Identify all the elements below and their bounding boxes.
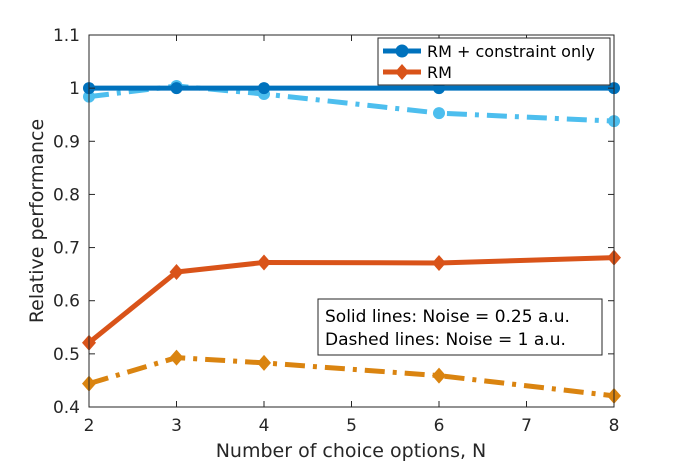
y-tick-label: 0.8 xyxy=(53,185,80,205)
data-point-1 xyxy=(169,264,184,281)
series-line-2 xyxy=(88,83,615,124)
y-tick-label: 0.9 xyxy=(53,132,80,152)
legend-label-rm-constraint: RM + constraint only xyxy=(427,42,595,61)
annotation-box: Solid lines: Noise = 0.25 a.u. Dashed li… xyxy=(317,298,603,356)
data-point-1 xyxy=(257,254,271,271)
y-tick-label: 0.5 xyxy=(53,345,80,365)
x-tick-label: 7 xyxy=(521,416,532,436)
data-point-1 xyxy=(432,254,446,271)
data-point-3 xyxy=(432,367,446,384)
y-tick-label: 1.1 xyxy=(53,26,80,46)
legend: RM + constraint only RM xyxy=(377,37,611,86)
data-point-0 xyxy=(170,82,183,95)
y-tick-label: 0.4 xyxy=(53,398,80,418)
legend-marker-rm-constraint xyxy=(395,44,409,58)
y-tick-label: 0.7 xyxy=(53,239,80,259)
y-tick-label: 1 xyxy=(69,79,80,99)
y-axis-label: Relative performance xyxy=(26,119,48,323)
annotation-frame xyxy=(317,298,603,356)
axes-layer: 2 3 4 5 6 7 8 0.4 0.5 0.6 0.7 0.8 0.9 1 1.1 xyxy=(53,26,619,436)
data-point-3 xyxy=(257,354,271,371)
annotation-dashed-lines: Dashed lines: Noise = 1 a.u. xyxy=(325,330,566,350)
series-layer xyxy=(82,80,621,404)
series-line-3 xyxy=(88,355,615,399)
annotation-solid-lines: Solid lines: Noise = 0.25 a.u. xyxy=(325,307,570,327)
x-tick-label: 4 xyxy=(259,416,270,436)
x-axis-label: Number of choice options, N xyxy=(216,440,487,462)
legend-box xyxy=(377,37,611,86)
data-point-0 xyxy=(258,82,270,95)
legend-marker-rm xyxy=(395,64,409,80)
x-tick-label: 6 xyxy=(434,416,445,436)
legend-label-rm: RM xyxy=(427,63,452,82)
x-tick-label: 5 xyxy=(346,416,357,436)
x-tick-label: 8 xyxy=(609,416,620,436)
data-point-2 xyxy=(433,107,445,120)
x-tick-label: 3 xyxy=(171,416,182,436)
x-tick-label: 2 xyxy=(84,416,95,436)
y-tick-label: 0.6 xyxy=(53,292,80,312)
data-point-3 xyxy=(169,349,184,366)
